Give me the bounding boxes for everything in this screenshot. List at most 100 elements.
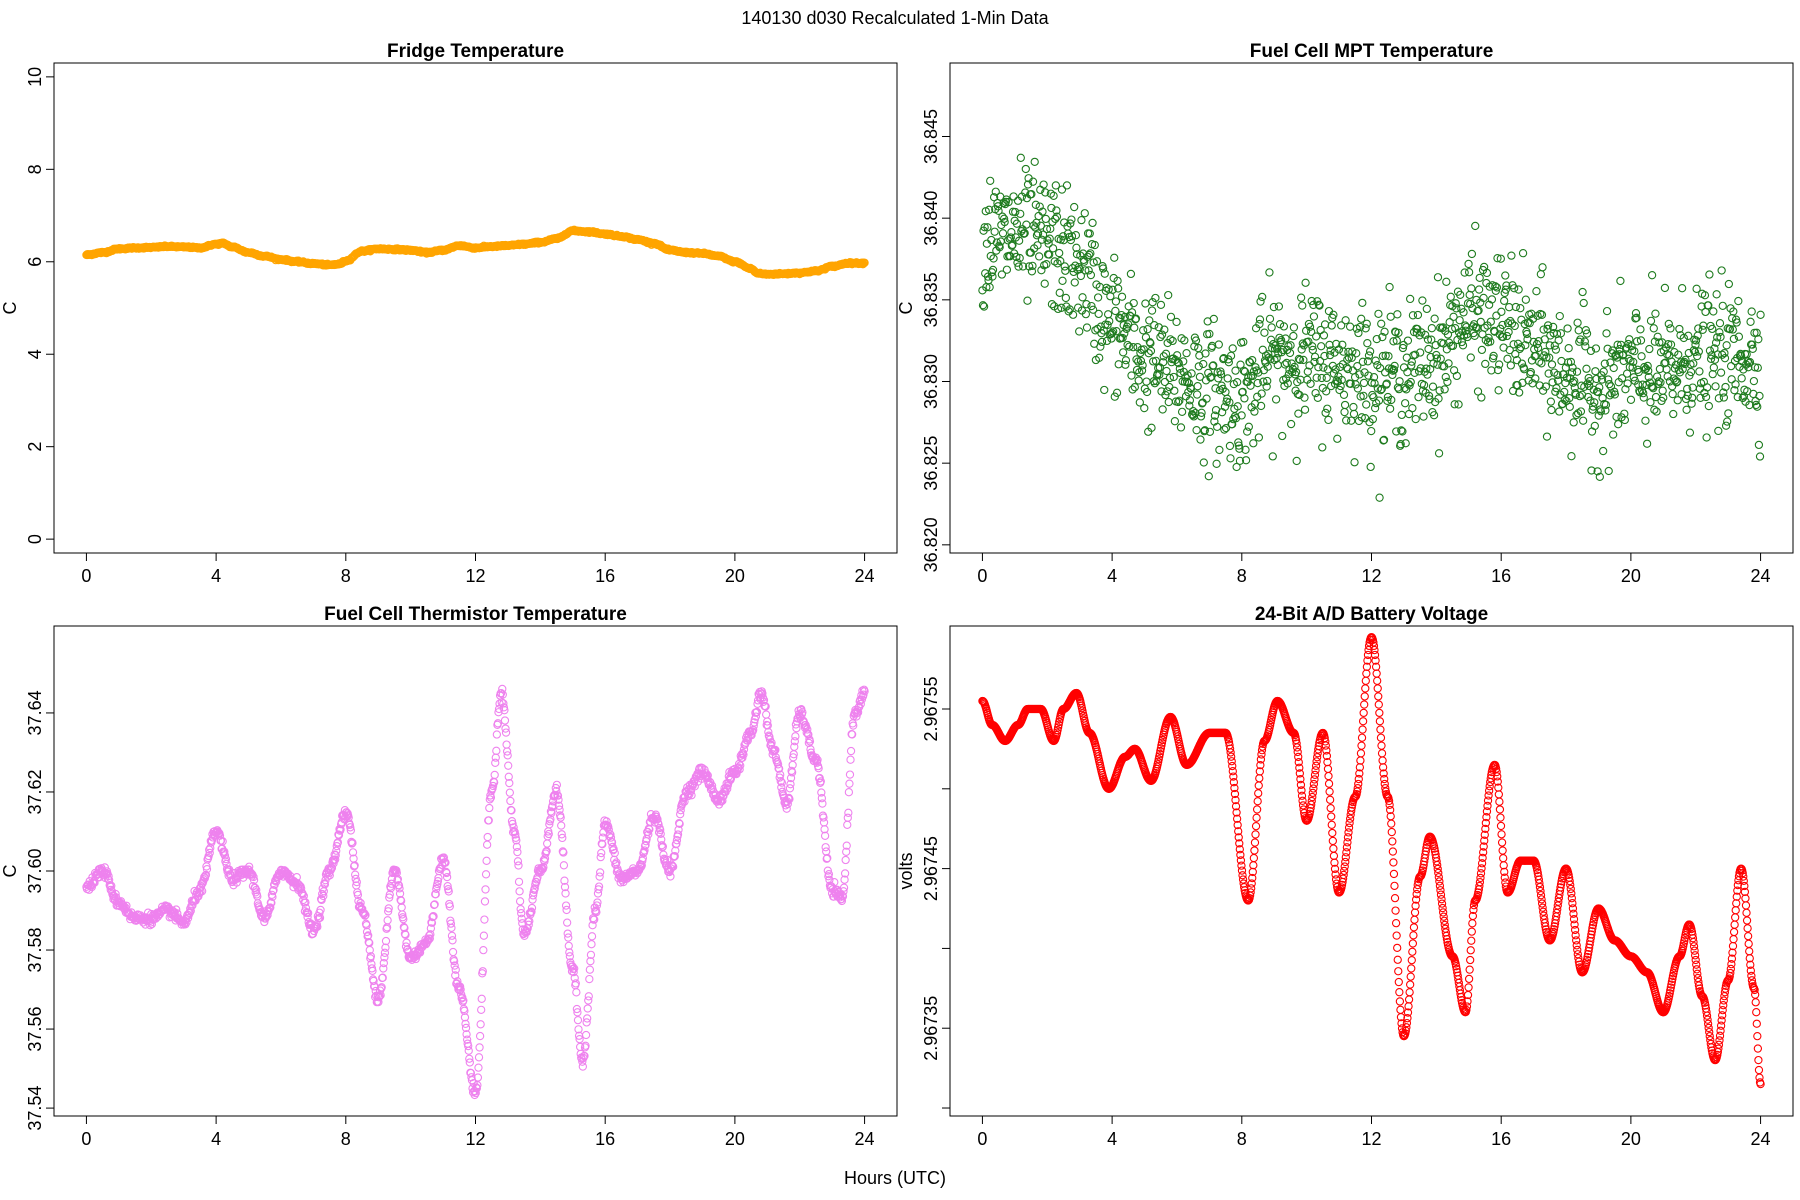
data-point [1129,298,1138,308]
data-point [1247,879,1256,888]
data-point [1641,416,1650,425]
data-point [1115,313,1124,322]
data-point [459,996,468,1005]
data-point [348,848,358,857]
data-points [978,633,1765,1089]
data-point [1599,446,1608,456]
data-point [1739,365,1748,374]
data-point [743,736,752,745]
data-point [1687,399,1696,408]
data-point [640,846,649,855]
data-point [1230,783,1239,793]
data-point [1023,180,1033,189]
data-point [483,832,492,842]
data-point [840,875,849,884]
data-point [1299,355,1308,365]
data-point [1476,317,1485,327]
chart-title: Fuel Cell Thermistor Temperature [324,604,627,625]
data-point [1088,218,1097,228]
data-point [1706,354,1716,363]
data-point [1678,284,1687,293]
data-point [1003,236,1013,245]
data-point [442,872,452,882]
data-point [1305,807,1315,816]
data-point [1307,800,1316,809]
data-point [377,983,386,992]
data-point [1307,327,1316,336]
data-point [986,176,995,185]
data-point [516,905,525,914]
data-point [1294,409,1303,418]
data-point [844,788,854,797]
data-point [1372,334,1381,344]
data-point [1408,311,1418,320]
data-point [1431,340,1440,350]
data-point [1383,396,1392,406]
data-point [1051,214,1060,224]
data-point [1484,333,1493,343]
data-point [1197,408,1206,417]
data-point [380,953,389,962]
data-point [1645,344,1654,354]
data-point [791,732,800,741]
data-point [1594,411,1603,420]
data-point [776,770,785,779]
data-point [1004,197,1013,207]
data-point [989,254,998,263]
y-tick-label: 4 [25,349,45,359]
data-point [1509,340,1518,349]
data-point [1333,377,1342,386]
data-point [1224,737,1234,747]
data-point [1392,336,1401,345]
data-point [429,912,438,921]
data-point [1594,387,1603,397]
data-point [1655,338,1664,347]
data-point [1724,409,1733,418]
data-point [1481,336,1490,345]
data-point [319,891,328,901]
data-point [1235,456,1245,465]
data-point [1219,353,1228,363]
data-point [303,912,312,922]
y-tick-label: 37.58 [25,928,45,973]
data-point [1419,380,1429,390]
data-point [1041,188,1050,197]
data-point [1715,319,1725,328]
data-point [1326,346,1335,355]
data-point [1067,215,1076,224]
data-point [1086,249,1095,258]
y-tick-label: 8 [25,164,45,174]
data-point [494,708,503,717]
data-point [1159,352,1168,361]
data-point [1233,820,1242,830]
data-point [1378,332,1387,342]
data-point [1556,329,1566,338]
data-point [1547,405,1556,415]
data-point [803,725,812,734]
data-point [1236,360,1245,369]
data-point [1627,342,1636,351]
data-point [860,687,869,696]
data-point [498,684,507,694]
data-point [1021,164,1030,174]
data-point [1638,380,1647,389]
data-point [1750,363,1760,372]
data-point [734,763,743,772]
data-point [441,858,450,867]
data-point [1312,332,1321,341]
data-point [506,796,515,806]
data-point [1138,361,1147,370]
data-point [220,851,230,860]
data-point [84,885,94,894]
data-point [1170,417,1180,426]
data-point [252,885,261,895]
data-point [1170,386,1179,395]
data-point [451,965,460,974]
y-tick-label: 36.820 [921,517,941,572]
data-point [1081,266,1090,275]
data-point [1314,363,1323,372]
data-point [842,847,851,856]
data-point [1245,358,1255,367]
data-point [1694,347,1703,356]
